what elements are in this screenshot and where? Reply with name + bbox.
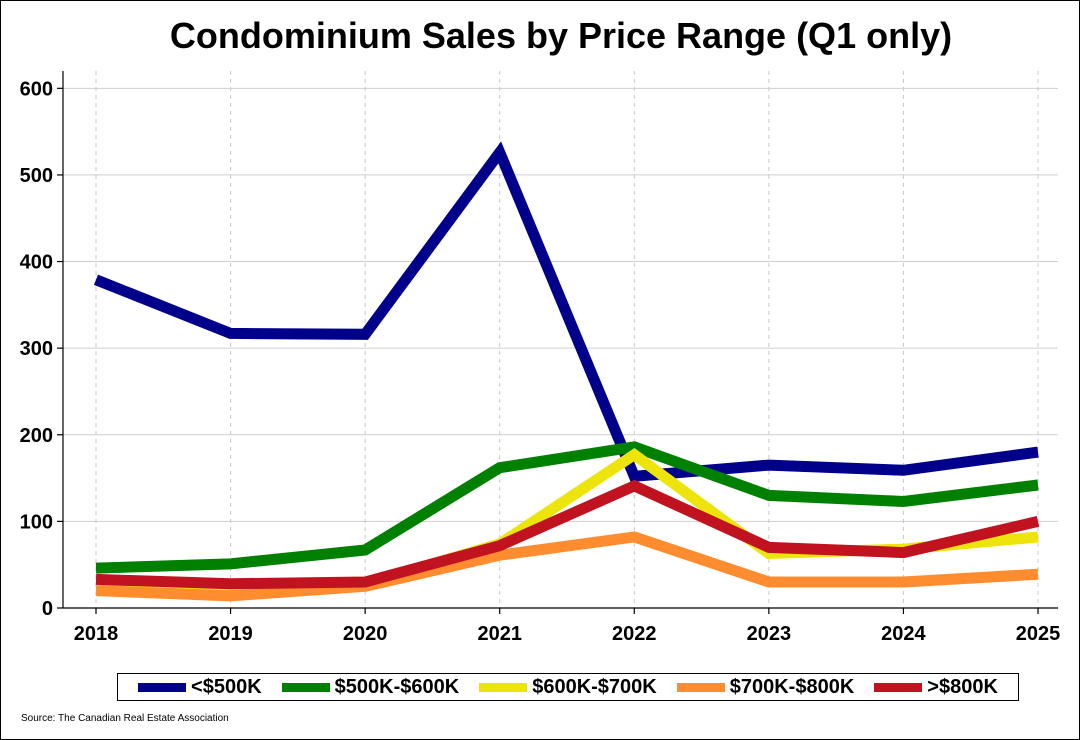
- y-tick-label: 300: [20, 338, 53, 360]
- tick-layer: 0 100 200 300 400 500 600 2018 2019 2020 2021 2022 2…: [20, 78, 1061, 645]
- y-tick-label: 0: [42, 598, 53, 620]
- x-tick-label: 2021: [477, 623, 522, 645]
- legend-swatch: [874, 682, 923, 692]
- y-tick-label: 500: [20, 165, 53, 187]
- series-line-800k: [95, 479, 1040, 590]
- legend: <$500K $500K-$600K $600K-$700K $700K-$800K >…: [117, 673, 1019, 701]
- axis-layer: [57, 71, 1058, 614]
- series-line-500k: [93, 141, 1039, 483]
- legend-item: $700K-$800K: [676, 675, 855, 699]
- x-tick-label: 2022: [612, 623, 657, 645]
- legend-item: <$500K: [138, 676, 262, 699]
- x-tick-label: 2025: [1016, 623, 1061, 645]
- legend-label: >$800K: [927, 675, 998, 698]
- legend-swatch: [479, 682, 528, 692]
- chart-title: Condominium Sales by Price Range (Q1 onl…: [169, 15, 953, 56]
- x-tick-label: 2020: [343, 623, 388, 645]
- legend-swatch: [676, 682, 725, 692]
- series-layer: [93, 141, 1040, 602]
- series-line-500k-600k: [95, 441, 1039, 574]
- legend-item: $600K-$700K: [479, 676, 657, 699]
- x-tick-label: 2024: [881, 623, 926, 645]
- legend-item: >$800K: [874, 676, 998, 699]
- legend-label: $600K-$700K: [532, 675, 657, 698]
- y-tick-label: 600: [20, 78, 53, 100]
- legend-label: <$500K: [191, 675, 262, 698]
- y-tick-label: 200: [20, 425, 53, 447]
- legend-swatch: [281, 682, 330, 692]
- series-line-700k-800k: [95, 531, 1039, 602]
- legend-label: $500K-$600K: [334, 675, 460, 698]
- legend-swatch: [138, 682, 187, 692]
- legend-item: $500K-$600K: [281, 675, 460, 699]
- legend-label: $700K-$800K: [729, 675, 855, 698]
- x-tick-label: 2019: [208, 623, 253, 645]
- y-tick-label: 400: [20, 252, 53, 274]
- source-note: Source: The Canadian Real Estate Associa…: [21, 713, 229, 724]
- x-tick-label: 2023: [747, 623, 792, 645]
- y-tick-label: 100: [20, 511, 53, 533]
- x-tick-label: 2018: [74, 623, 119, 645]
- grid-layer: [63, 71, 1058, 608]
